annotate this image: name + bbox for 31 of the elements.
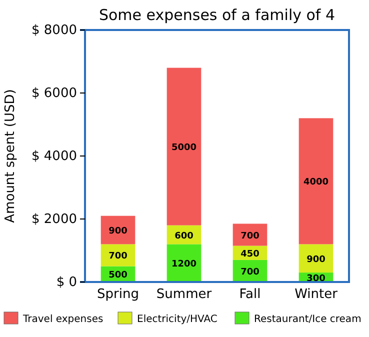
y-tick-label: $ 4000	[32, 149, 77, 164]
y-tick-label: $ 6000	[32, 86, 77, 102]
y-axis-title: Amount spent (USD)	[3, 89, 18, 223]
legend-label: Travel expenses	[22, 314, 104, 325]
data-label: 4000	[303, 178, 329, 188]
bar	[298, 244, 334, 273]
data-label: 600	[174, 231, 194, 242]
y-tick-label: $ 0	[56, 275, 77, 290]
y-tick-label: $ 8000	[32, 23, 77, 38]
data-label: 700	[108, 252, 128, 262]
bar	[232, 224, 268, 246]
legend-label: Electricity/HVAC	[137, 314, 218, 325]
data-label: 700	[240, 231, 260, 242]
bar	[166, 68, 202, 226]
x-tick-label: Spring	[97, 287, 139, 302]
legend-label: Restaurant/Ice cream	[254, 314, 362, 325]
data-label: 700	[240, 267, 260, 278]
bar	[298, 118, 334, 244]
x-tick-label: Summer	[156, 287, 212, 302]
data-label: 900	[306, 254, 326, 265]
data-label: 450	[240, 249, 260, 260]
data-label: 500	[108, 270, 128, 281]
data-label: 1200	[171, 260, 197, 270]
chart-title: Some expenses of a family of 4	[98, 6, 336, 24]
y-tick-label: $ 2000	[32, 212, 77, 228]
x-tick-label: Fall	[239, 287, 261, 302]
bar	[100, 244, 136, 266]
data-label: 300	[306, 274, 326, 284]
data-label: 900	[108, 226, 128, 237]
x-tick-label: Winter	[294, 287, 338, 302]
data-label: 5000	[171, 143, 197, 154]
